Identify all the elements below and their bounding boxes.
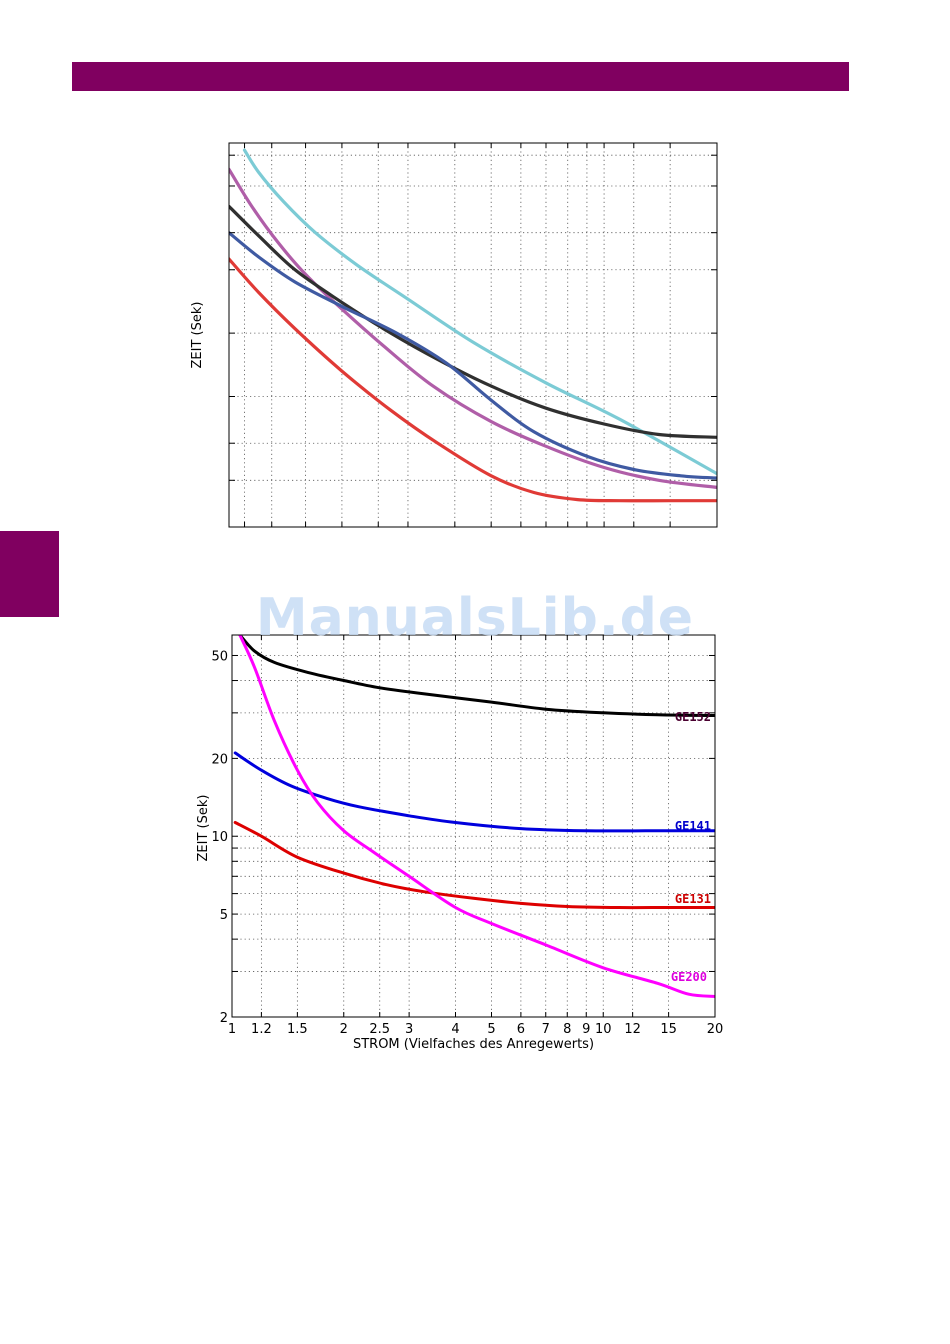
- y-tick-label: 10: [211, 830, 228, 845]
- x-tick-label: 20: [707, 1022, 724, 1037]
- x-tick-label: 8: [563, 1022, 571, 1037]
- y-tick-label: 2: [220, 1011, 228, 1026]
- chart-upper-ylabel: ZEIT (Sek): [190, 302, 205, 369]
- series-line-2: [229, 167, 717, 489]
- series-label-ge131: GE131: [675, 892, 711, 906]
- x-tick-label: 2.5: [369, 1022, 390, 1037]
- chart-upper-frame: [228, 142, 718, 528]
- y-tick-label: 50: [211, 649, 228, 664]
- chart-lower-lines: [233, 635, 715, 998]
- x-tick-label: 12: [624, 1022, 641, 1037]
- series-label-ge200: GE200: [671, 970, 707, 984]
- series-line-ge152: [238, 635, 715, 717]
- series-label-ge141: GE141: [675, 819, 711, 833]
- x-tick-label: 15: [660, 1022, 677, 1037]
- x-tick-label: 1: [228, 1022, 236, 1037]
- watermark: ManualsLib.de: [255, 588, 695, 648]
- chart-lower-series-labels: GE152 GE141 GE131 GE200: [671, 710, 711, 984]
- series-line-1: [242, 148, 717, 476]
- chart-lower-xlabel: STROM (Vielfaches des Anregewerts): [353, 1037, 594, 1052]
- chart-lower-frame: [231, 634, 716, 1018]
- x-tick-label: 1.5: [287, 1022, 308, 1037]
- chart-lower-ylabel: ZEIT (Sek): [196, 795, 211, 862]
- x-tick-label: 6: [517, 1022, 525, 1037]
- chart-upper: ZEIT (Sek): [190, 142, 718, 528]
- x-tick-label: 10: [595, 1022, 612, 1037]
- series-line-3: [229, 204, 717, 439]
- x-tick-label: 4: [451, 1022, 459, 1037]
- y-tick-label: 20: [211, 752, 228, 767]
- chart-upper-lines: [229, 148, 717, 503]
- x-tick-label: 3: [405, 1022, 413, 1037]
- header-bar: [72, 62, 849, 91]
- x-tick-label: 2: [340, 1022, 348, 1037]
- series-line-ge141: [233, 751, 715, 833]
- series-line-4: [229, 231, 717, 480]
- series-line-5: [229, 257, 717, 503]
- series-line-ge131: [233, 821, 715, 910]
- chart-upper-ticks: [229, 143, 717, 527]
- series-label-ge152: GE152: [675, 710, 711, 724]
- chart-lower-ticks: [232, 635, 715, 1017]
- side-tab: [0, 531, 59, 617]
- x-tick-label: 9: [582, 1022, 590, 1037]
- series-line-ge200: [238, 635, 715, 998]
- y-tick-label: 5: [220, 908, 228, 923]
- x-tick-label: 5: [487, 1022, 495, 1037]
- x-tick-label: 1.2: [251, 1022, 272, 1037]
- x-tick-label: 7: [542, 1022, 550, 1037]
